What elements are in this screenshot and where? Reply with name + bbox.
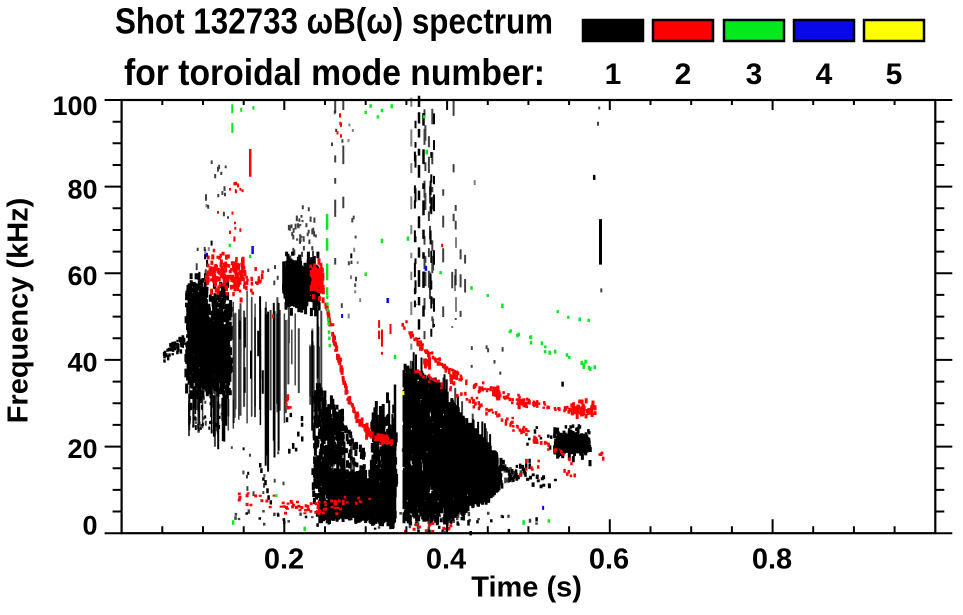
svg-text:0.2: 0.2 xyxy=(264,544,304,576)
svg-text:Shot 132733 ωB(ω) spectrum: Shot 132733 ωB(ω) spectrum xyxy=(115,1,553,42)
svg-text:5: 5 xyxy=(886,58,903,91)
svg-text:0.6: 0.6 xyxy=(589,544,629,576)
svg-text:0.4: 0.4 xyxy=(426,544,466,576)
svg-text:100: 100 xyxy=(52,91,97,121)
svg-text:0: 0 xyxy=(82,511,97,541)
svg-text:for toroidal mode number:: for toroidal mode number: xyxy=(124,52,545,93)
svg-text:2: 2 xyxy=(675,58,692,91)
svg-text:40: 40 xyxy=(67,348,97,378)
svg-text:0.8: 0.8 xyxy=(752,544,792,576)
svg-text:Time (s): Time (s) xyxy=(471,572,582,604)
svg-text:Frequency (kHz): Frequency (kHz) xyxy=(3,198,35,424)
svg-text:1: 1 xyxy=(605,58,622,91)
svg-text:20: 20 xyxy=(67,434,97,464)
svg-text:80: 80 xyxy=(67,174,97,204)
svg-text:4: 4 xyxy=(816,58,833,91)
svg-text:3: 3 xyxy=(746,58,763,91)
svg-text:60: 60 xyxy=(67,261,97,291)
